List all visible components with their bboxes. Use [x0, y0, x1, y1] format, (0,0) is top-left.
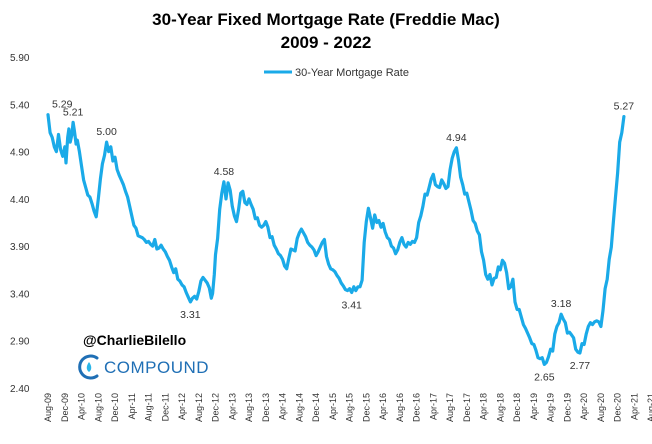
series-line: [46, 113, 626, 366]
x-tick-label: Aug-16: [395, 393, 405, 422]
x-tick-label: Apr-12: [177, 393, 187, 420]
chart-subtitle: 2009 - 2022: [281, 33, 372, 52]
y-tick-label: 2.40: [10, 384, 30, 395]
data-label: 3.31: [180, 309, 201, 321]
y-tick-label: 2.90: [10, 337, 30, 348]
x-tick-label: Aug-13: [244, 393, 254, 422]
data-label: 5.00: [96, 126, 117, 138]
x-tick-label: Apr-14: [278, 393, 288, 420]
x-tick-label: Apr-17: [428, 393, 438, 420]
x-tick-label: Dec-19: [562, 393, 572, 422]
x-tick-label: Aug-18: [495, 393, 505, 422]
compound-logo-icon: [78, 354, 99, 380]
data-label: 3.18: [551, 298, 572, 310]
x-tick-label: Aug-20: [596, 393, 606, 422]
x-tick-label: Aug-19: [546, 393, 556, 422]
x-tick-label: Apr-10: [77, 393, 87, 420]
data-label: 5.29: [52, 99, 73, 111]
x-tick-label: Aug-15: [345, 393, 355, 422]
x-tick-label: Dec-14: [311, 393, 321, 422]
x-tick-label: Dec-13: [261, 393, 271, 422]
x-tick-label: Aug-11: [144, 393, 154, 421]
x-tick-label: Dec-20: [613, 393, 623, 422]
watermark-handle: @CharlieBilello: [83, 332, 186, 348]
x-tick-label: Apr-13: [227, 393, 237, 420]
x-tick-label: Dec-09: [60, 393, 70, 422]
x-tick-label: Aug-17: [445, 393, 455, 422]
y-tick-label: 5.40: [10, 100, 30, 111]
x-tick-label: Aug-09: [43, 393, 53, 422]
data-label: 3.41: [341, 299, 362, 311]
data-label: 2.65: [534, 371, 555, 383]
series-layer: [46, 113, 626, 366]
y-tick-label: 4.90: [10, 148, 30, 159]
x-tick-label: Apr-21: [629, 393, 639, 420]
x-tick-label: Dec-18: [512, 393, 522, 422]
x-tick-label: Apr-18: [479, 393, 489, 420]
x-tick-label: Apr-11: [127, 393, 137, 419]
data-labels: 5.295.21 5.00 3.31 4.58 3.41 4.94 2.65 3.18 2.77…: [52, 99, 634, 384]
legend: 30-Year Mortgage Rate: [264, 67, 409, 79]
y-tick-label: 4.40: [10, 195, 30, 206]
data-label: 4.58: [214, 166, 235, 178]
x-tick-label: Apr-20: [579, 393, 589, 420]
y-tick-label: 3.90: [10, 242, 30, 253]
x-tick-label: Dec-16: [412, 393, 422, 422]
watermark: @CharlieBilello COMPOUND: [78, 332, 209, 380]
x-tick-label: Dec-12: [211, 393, 221, 422]
x-tick-label: Aug-10: [93, 393, 103, 422]
y-tick-label: 5.90: [10, 53, 30, 64]
x-tick-label: Dec-15: [361, 393, 371, 422]
x-tick-label: Aug-21: [646, 393, 652, 422]
chart-title: 30-Year Fixed Mortgage Rate (Freddie Mac…: [152, 10, 500, 29]
data-label: 2.77: [570, 360, 591, 372]
data-label: 4.94: [446, 132, 467, 144]
data-label: 5.21: [63, 106, 84, 118]
x-tick-label: Dec-11: [160, 393, 170, 421]
x-tick-label: Apr-16: [378, 393, 388, 420]
x-axis: Aug-09 Dec-09 Apr-10 Aug-10 Dec-10 Apr-11 Aug-…: [43, 393, 652, 422]
x-tick-label: Dec-10: [110, 393, 120, 422]
y-axis: 5.90 5.40 4.90 4.40 3.90 3.40 2.90 2.40: [10, 53, 30, 395]
x-tick-label: Aug-12: [194, 393, 204, 422]
legend-label: 30-Year Mortgage Rate: [295, 67, 409, 79]
data-label: 5.27: [614, 101, 635, 113]
y-tick-label: 3.40: [10, 289, 30, 300]
x-tick-label: Apr-15: [328, 393, 338, 420]
x-tick-label: Apr-19: [529, 393, 539, 420]
x-tick-label: Aug-14: [294, 393, 304, 422]
x-tick-label: Dec-17: [462, 393, 472, 422]
watermark-brand: COMPOUND: [104, 358, 209, 377]
